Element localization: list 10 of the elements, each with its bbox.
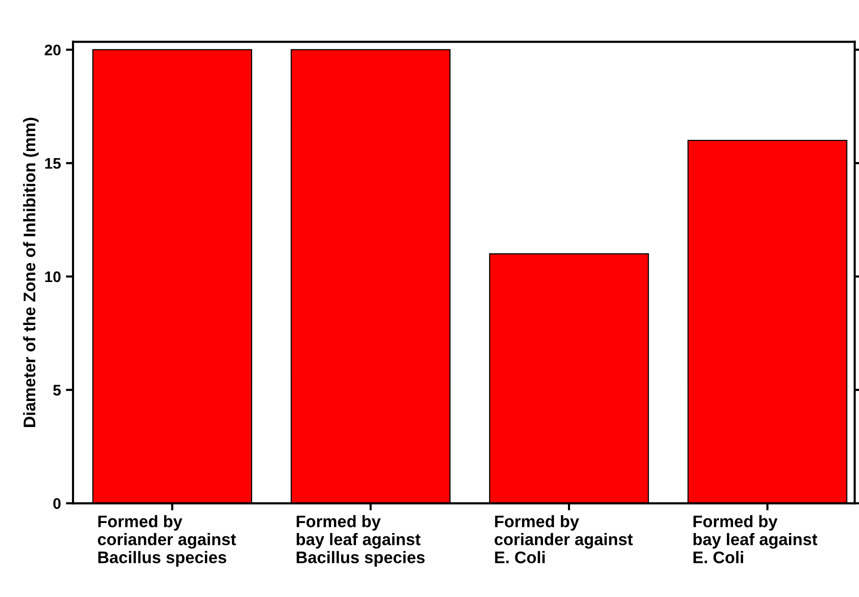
x-tick-label: Formed by coriander against E. Coli — [494, 515, 633, 564]
x-tick-label: Formed by bay leaf against Bacillus species — [296, 515, 425, 567]
x-tick-label: Formed by bay leaf against E. Coli — [694, 515, 818, 564]
y-tick-label: 20 — [44, 44, 61, 56]
y-tick-label: 10 — [45, 271, 61, 282]
y-tick-label: 0 — [53, 498, 61, 509]
y-axis-title: Diameter of the Zone of Inhibition (mm) — [23, 118, 39, 427]
x-tick-label: Formed by coriander against Bacillus species — [98, 515, 236, 567]
y-tick-label: 5 — [53, 384, 61, 396]
y-tick-label: 15 — [45, 158, 61, 169]
